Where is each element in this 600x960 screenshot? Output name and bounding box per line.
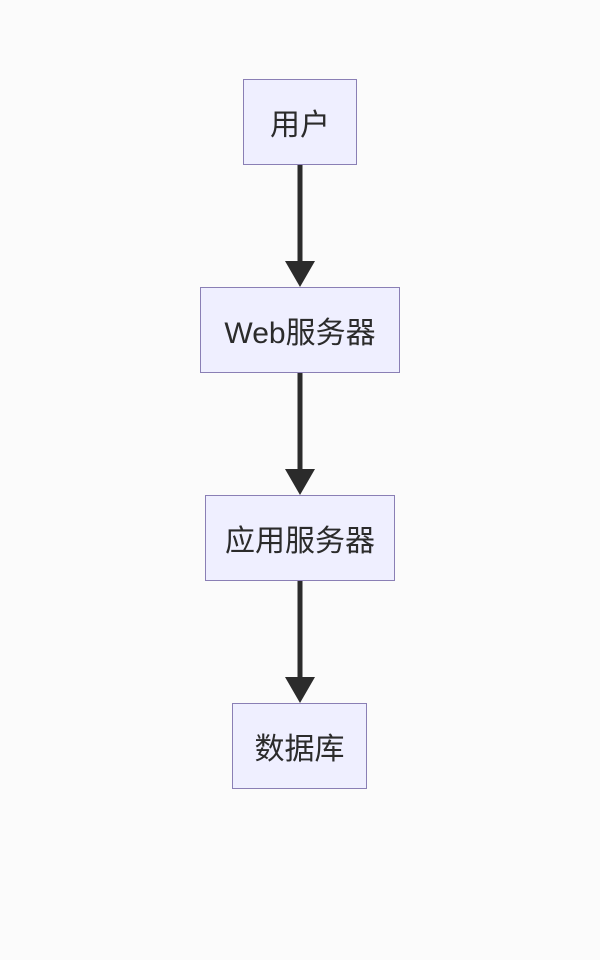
edge-app_server-to-database xyxy=(285,581,315,703)
node-label: 用户 xyxy=(270,100,330,144)
node-label: 应用服务器 xyxy=(225,516,375,560)
edge-web_server-to-app_server xyxy=(285,373,315,495)
node-app_server: 应用服务器 xyxy=(205,495,395,581)
node-database: 数据库 xyxy=(232,703,367,789)
node-label: 数据库 xyxy=(255,724,345,768)
node-user: 用户 xyxy=(243,79,357,165)
edge-user-to-web_server xyxy=(285,165,315,287)
node-web_server: Web服务器 xyxy=(200,287,400,373)
node-label: Web服务器 xyxy=(224,308,375,352)
